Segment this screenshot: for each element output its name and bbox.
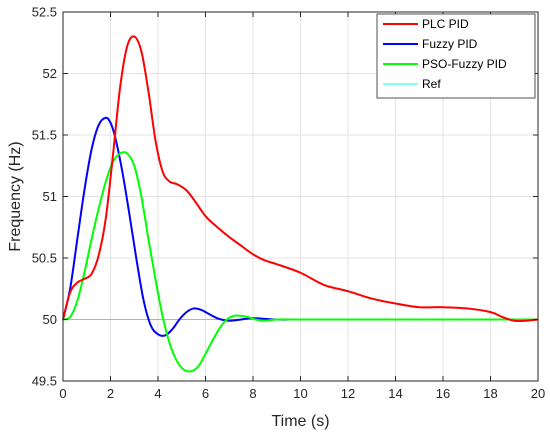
x-tick-label: 16 — [436, 386, 450, 401]
series-line-pso-fuzzy-pid — [62, 151, 538, 373]
x-axis-label: Time (s) — [271, 413, 329, 430]
y-tick-labels: 49.5 50 50.5 51 51.5 52 52.5 — [32, 5, 57, 389]
x-tick-label: 4 — [154, 386, 161, 401]
x-tick-label: 0 — [59, 386, 66, 401]
x-tick-label: 14 — [388, 386, 402, 401]
series-line-plc-pid — [62, 35, 539, 323]
y-tick-label: 49.5 — [32, 374, 57, 389]
series-layer — [62, 35, 539, 373]
x-tick-label: 10 — [293, 386, 307, 401]
y-tick-label: 52.5 — [32, 5, 57, 20]
legend-label-fuzzy-pid: Fuzzy PID — [422, 37, 478, 51]
x-tick-label: 12 — [341, 386, 355, 401]
legend-label-plc-pid: PLC PID — [422, 17, 469, 31]
x-tick-label: 18 — [483, 386, 497, 401]
y-tick-label: 51.5 — [32, 128, 57, 143]
y-tick-label: 50.5 — [32, 251, 57, 266]
x-tick-label: 2 — [107, 386, 114, 401]
y-tick-label: 50 — [43, 312, 57, 327]
legend-label-ref: Ref — [422, 77, 441, 91]
y-tick-label: 52 — [43, 66, 57, 81]
legend-label-pso-fuzzy-pid: PSO-Fuzzy PID — [422, 57, 507, 71]
x-tick-label: 8 — [249, 386, 256, 401]
x-tick-label: 20 — [531, 386, 545, 401]
legend: PLC PID Fuzzy PID PSO-Fuzzy PID Ref — [376, 13, 536, 99]
y-axis-label: Frequency (Hz) — [7, 141, 24, 251]
x-tick-labels: 0 2 4 6 8 10 12 14 16 18 20 — [59, 386, 545, 401]
x-tick-label: 6 — [202, 386, 209, 401]
y-tick-label: 51 — [43, 189, 57, 204]
